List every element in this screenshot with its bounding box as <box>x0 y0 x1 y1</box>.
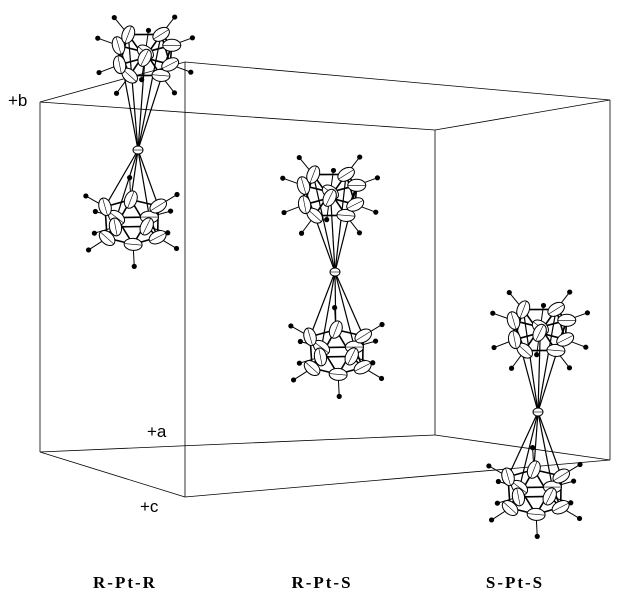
hydrogen <box>112 15 117 20</box>
hydrogen <box>114 91 119 96</box>
hydrogen <box>188 70 193 75</box>
hydrogen <box>168 208 173 213</box>
hydrogen <box>490 311 495 316</box>
hydrogen <box>507 290 512 295</box>
hydrogen <box>332 305 337 310</box>
cell-edge <box>40 452 185 497</box>
molecules <box>83 14 590 538</box>
hydrogen <box>324 217 329 222</box>
hydrogen <box>280 176 285 181</box>
hydrogen <box>127 175 132 180</box>
bond <box>128 35 138 150</box>
hydrogen <box>93 209 98 214</box>
figure: +b +a +c R-Pt-R R-Pt-S S-Pt-S <box>0 0 634 604</box>
hydrogen <box>567 365 572 370</box>
hydrogen <box>291 377 296 382</box>
cell-edge <box>185 62 610 100</box>
hydrogen <box>174 246 179 251</box>
hydrogen <box>541 303 546 308</box>
bond <box>138 52 145 150</box>
hydrogen <box>357 154 362 159</box>
hydrogen <box>132 264 137 269</box>
hydrogen <box>496 479 501 484</box>
hydrogen <box>139 77 144 82</box>
hydrogen <box>281 210 286 215</box>
hydrogen <box>530 445 535 450</box>
cell-edge <box>40 102 435 130</box>
hydrogen <box>92 231 97 236</box>
hydrogen <box>96 70 101 75</box>
hydrogen <box>373 210 378 215</box>
hydrogen <box>288 323 293 328</box>
bond <box>138 150 158 206</box>
hydrogen <box>331 168 336 173</box>
bond <box>538 412 552 487</box>
hydrogen <box>577 462 582 467</box>
hydrogen <box>509 366 514 371</box>
cell-edge <box>40 435 435 452</box>
molecule-label: R-Pt-S <box>291 573 352 592</box>
hydrogen <box>577 516 582 521</box>
molecule-label: S-Pt-S <box>486 573 544 592</box>
hydrogen <box>379 322 384 327</box>
hydrogen <box>571 478 576 483</box>
bond <box>138 150 149 217</box>
hydrogen <box>491 345 496 350</box>
hydrogen <box>83 193 88 198</box>
hydrogen <box>585 310 590 315</box>
hydrogen <box>337 394 342 399</box>
axis-label: +b <box>8 91 27 110</box>
cell-edge <box>435 100 610 130</box>
cell-edge <box>435 435 610 460</box>
hydrogen <box>535 534 540 539</box>
crystal-structure: +b +a +c R-Pt-R R-Pt-S S-Pt-S <box>0 0 634 604</box>
hydrogen <box>534 352 539 357</box>
hydrogen <box>495 501 500 506</box>
hydrogen <box>379 376 384 381</box>
hydrogen <box>583 345 588 350</box>
hydrogen <box>375 175 380 180</box>
hydrogen <box>486 463 491 468</box>
hydrogen <box>299 231 304 236</box>
hydrogen <box>146 28 151 33</box>
hydrogen <box>172 14 177 19</box>
axis-label: +a <box>147 422 167 441</box>
bond <box>538 412 561 476</box>
hydrogen <box>297 361 302 366</box>
hydrogen <box>190 35 195 40</box>
molecule-label: R-Pt-R <box>93 573 157 592</box>
hydrogen <box>86 247 91 252</box>
hydrogen <box>174 192 179 197</box>
hydrogen <box>489 517 494 522</box>
axis-label: +c <box>140 497 159 516</box>
hydrogen <box>297 155 302 160</box>
hydrogen <box>567 289 572 294</box>
unit-cell <box>40 62 610 497</box>
hydrogen <box>357 230 362 235</box>
hydrogen <box>95 36 100 41</box>
hydrogen <box>373 338 378 343</box>
hydrogen <box>298 339 303 344</box>
hydrogen <box>172 90 177 95</box>
